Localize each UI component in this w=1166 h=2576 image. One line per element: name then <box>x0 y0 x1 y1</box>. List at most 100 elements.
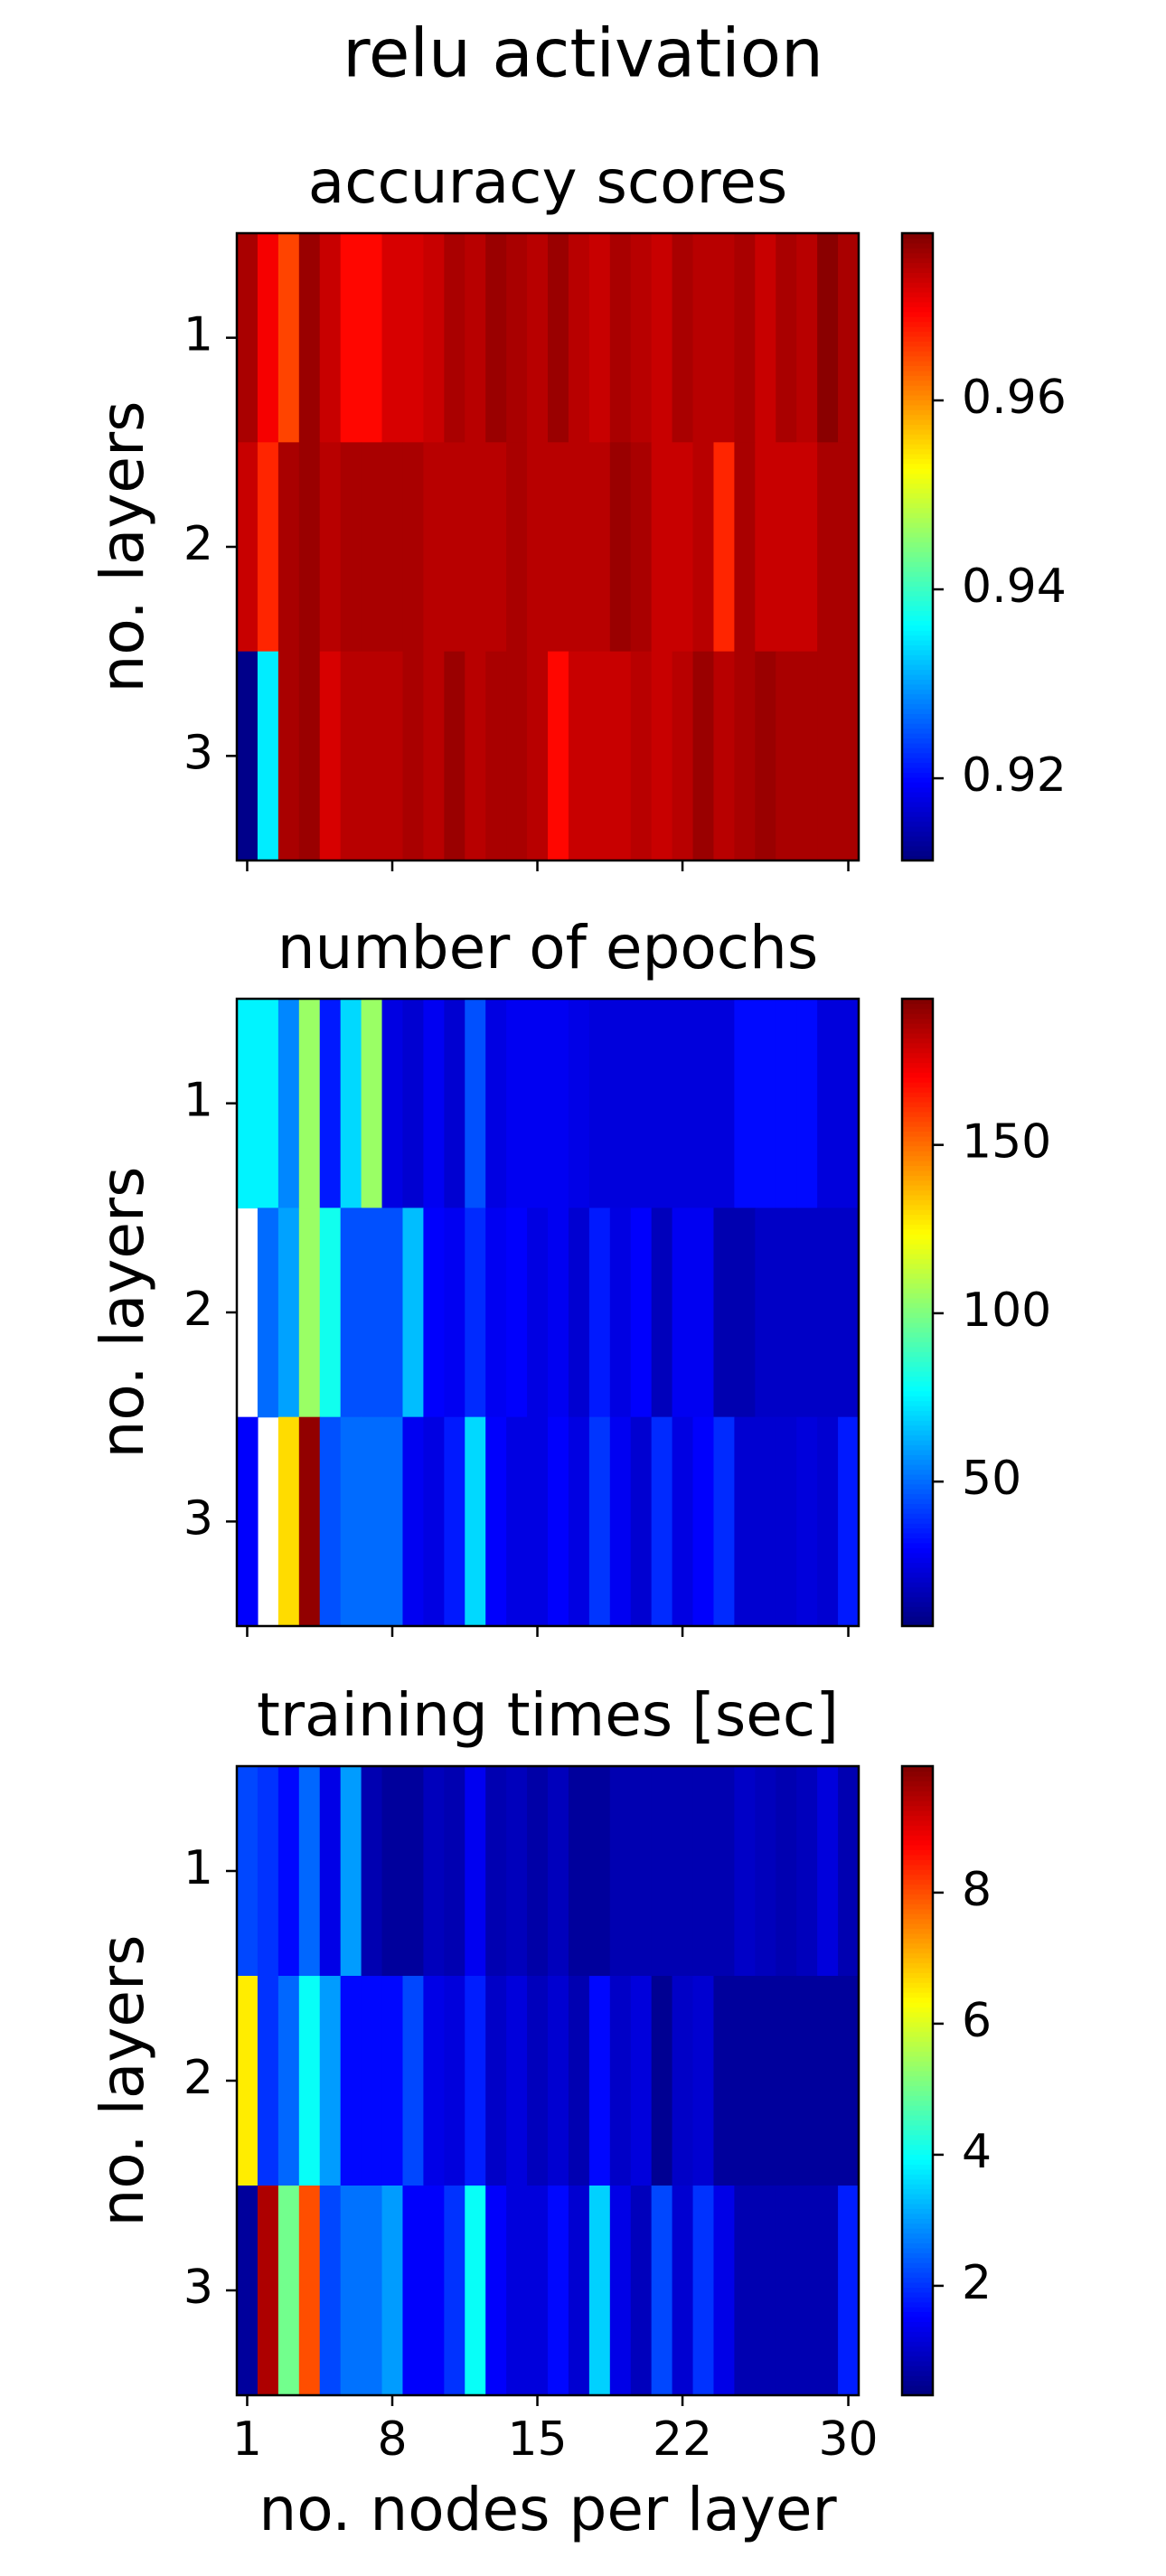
colorbar-segment <box>902 1121 933 1127</box>
colorbar-segment <box>902 600 933 606</box>
colorbar-segment <box>902 424 933 430</box>
colorbar-segment <box>902 1278 933 1284</box>
colorbar-segment <box>902 1155 933 1161</box>
colorbar-segment <box>902 2194 933 2200</box>
colorbar-segment <box>902 458 933 465</box>
colorbar-segment <box>902 1616 933 1622</box>
colorbar-segment <box>902 355 933 362</box>
heatmap-cell <box>651 651 673 861</box>
colorbar-segment <box>902 689 933 695</box>
colorbar-segment <box>902 478 933 484</box>
colorbar-segment <box>902 1042 933 1048</box>
colorbar-segment <box>902 855 933 861</box>
y-tick-label: 3 <box>183 1491 213 1546</box>
heatmap-cell <box>588 2186 611 2396</box>
heatmap-cell <box>692 2186 715 2396</box>
heatmap-cell <box>817 1766 839 1977</box>
colorbar-segment <box>902 296 933 303</box>
colorbar-segment <box>902 1528 933 1534</box>
colorbar-segment <box>902 1386 933 1392</box>
colorbar-segment <box>902 1781 933 1787</box>
colorbar-segment <box>902 438 933 445</box>
colorbar-segment <box>902 1106 933 1113</box>
colorbar-segment <box>902 1430 933 1436</box>
heatmap-cell <box>340 442 362 653</box>
colorbar-segment <box>902 2031 933 2037</box>
colorbar-segment <box>902 1189 933 1196</box>
colorbar-segment <box>902 1938 933 1944</box>
colorbar-segment <box>902 1420 933 1426</box>
colorbar-segment <box>902 1572 933 1578</box>
colorbar-segment <box>902 2017 933 2023</box>
colorbar-segment <box>902 1948 933 1954</box>
y-tick-label: 3 <box>183 726 213 780</box>
colorbar-segment <box>902 2262 933 2269</box>
colorbar-segment <box>902 1864 933 1870</box>
colorbar-segment <box>902 1224 933 1230</box>
colorbar-segment <box>902 365 933 371</box>
colorbar-segment <box>902 2198 933 2205</box>
colorbar-segment <box>902 1499 933 1505</box>
colorbar-segment <box>902 762 933 768</box>
heatmap-cell <box>444 999 465 1208</box>
colorbar-segment <box>902 999 933 1005</box>
colorbar-segment <box>902 1869 933 1876</box>
colorbar-segment <box>902 2110 933 2116</box>
y-tick-label: 2 <box>183 517 213 571</box>
colorbar-segment <box>902 2355 933 2362</box>
colorbar-segment <box>902 596 933 602</box>
colorbar-segment <box>902 1997 933 2003</box>
colorbar-segment <box>902 683 933 690</box>
colorbar-segment <box>902 2281 933 2288</box>
colorbar-segment <box>902 1125 933 1132</box>
heatmap-cell <box>734 442 756 653</box>
colorbar-segment <box>902 1218 933 1226</box>
colorbar-segment <box>902 2095 933 2101</box>
colorbar-segment <box>902 1396 933 1402</box>
colorbar-segment <box>902 1562 933 1568</box>
heatmap-cell <box>548 999 569 1208</box>
colorbar-segment <box>902 718 933 724</box>
heatmap-cell <box>713 999 735 1208</box>
colorbar-segment <box>902 845 933 851</box>
colorbar-segment <box>902 1785 933 1791</box>
colorbar-segment <box>902 507 933 513</box>
colorbar-segment <box>902 1067 933 1073</box>
colorbar-segment <box>902 1489 933 1495</box>
heatmap-cell <box>237 999 259 1208</box>
colorbar-segment <box>902 1967 933 1973</box>
colorbar-segment <box>902 547 933 553</box>
colorbar-segment <box>902 1444 933 1451</box>
colorbar-segment <box>902 1518 933 1524</box>
y-tick-label: 1 <box>183 1841 213 1895</box>
colorbar-segment <box>902 2247 933 2253</box>
colorbar-segment <box>902 2341 933 2347</box>
heatmap-cell <box>588 651 611 861</box>
heatmap-cell <box>444 1208 465 1418</box>
colorbar-segment <box>902 2011 933 2017</box>
colorbar-segment <box>902 669 933 675</box>
colorbar-segment <box>902 306 933 313</box>
heatmap-cell <box>734 1208 756 1418</box>
colorbar-segment <box>902 277 933 283</box>
colorbar-segment <box>902 1199 933 1206</box>
colorbar-segment <box>902 1008 933 1014</box>
colorbar-segment <box>902 2002 933 2008</box>
heatmap-cell <box>298 442 321 653</box>
colorbar-segment <box>902 659 933 665</box>
colorbar-segment <box>902 1547 933 1554</box>
colorbar-segment <box>902 2307 933 2313</box>
colorbar-segment <box>902 1307 933 1313</box>
colorbar-segment <box>902 2238 933 2244</box>
heatmap-cell <box>713 1766 735 1977</box>
colorbar-segment <box>902 1582 933 1588</box>
heatmap-cell <box>361 1976 383 2186</box>
heatmap-cell <box>672 1416 694 1627</box>
heatmap-cell <box>465 1416 486 1627</box>
heatmap-cell <box>277 1208 300 1418</box>
heatmap-cell <box>609 1766 632 1977</box>
heatmap-cell <box>692 442 715 653</box>
colorbar-segment <box>902 375 933 381</box>
heatmap-cell <box>423 2186 445 2396</box>
colorbar-segment <box>902 1879 933 1885</box>
